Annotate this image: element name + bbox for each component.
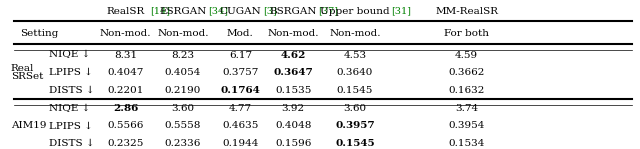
Text: 2.86: 2.86 [113, 104, 138, 113]
Text: 0.3954: 0.3954 [449, 121, 484, 130]
Text: 3.92: 3.92 [282, 104, 305, 113]
Text: [37]: [37] [318, 7, 338, 16]
Text: 4.62: 4.62 [280, 51, 306, 60]
Text: NIQE ↓: NIQE ↓ [49, 51, 90, 60]
Text: RealSR: RealSR [106, 7, 145, 16]
Text: Mod.: Mod. [227, 29, 253, 38]
Text: AIM19: AIM19 [11, 121, 47, 130]
Text: LPIPS ↓: LPIPS ↓ [49, 68, 93, 77]
Text: 0.2201: 0.2201 [108, 86, 144, 95]
Text: SRSet: SRSet [11, 72, 44, 82]
Text: [14]: [14] [150, 7, 170, 16]
Text: Upper bound: Upper bound [320, 7, 390, 16]
Text: 0.1545: 0.1545 [335, 139, 375, 148]
Text: 8.31: 8.31 [114, 51, 137, 60]
Text: 0.2325: 0.2325 [108, 139, 144, 148]
Text: LPIPS ↓: LPIPS ↓ [49, 121, 93, 130]
Text: Non-mod.: Non-mod. [268, 29, 319, 38]
Text: 0.3662: 0.3662 [449, 68, 484, 77]
Text: [31]: [31] [391, 7, 411, 16]
Text: 0.1545: 0.1545 [337, 86, 373, 95]
Text: 0.2190: 0.2190 [165, 86, 201, 95]
Text: CUGAN: CUGAN [220, 7, 261, 16]
Text: 3.60: 3.60 [344, 104, 367, 113]
Text: Non-mod.: Non-mod. [330, 29, 381, 38]
Text: NIQE ↓: NIQE ↓ [49, 104, 90, 113]
Text: 0.1944: 0.1944 [222, 139, 259, 148]
Text: [3]: [3] [263, 7, 276, 16]
Text: MM-RealSR: MM-RealSR [435, 7, 498, 16]
Text: 0.1632: 0.1632 [449, 86, 484, 95]
Text: BSRGAN: BSRGAN [269, 7, 317, 16]
Text: 0.3647: 0.3647 [273, 68, 313, 77]
Text: 4.77: 4.77 [228, 104, 252, 113]
Text: 0.2336: 0.2336 [165, 139, 201, 148]
Text: ESRGAN: ESRGAN [159, 7, 207, 16]
Text: 0.5566: 0.5566 [108, 121, 144, 130]
Text: 3.74: 3.74 [455, 104, 478, 113]
Text: 0.3757: 0.3757 [222, 68, 259, 77]
Text: 0.3640: 0.3640 [337, 68, 373, 77]
Text: 0.4635: 0.4635 [222, 121, 259, 130]
Text: 6.17: 6.17 [228, 51, 252, 60]
Text: 0.4047: 0.4047 [108, 68, 144, 77]
Text: 3.60: 3.60 [172, 104, 195, 113]
Text: 0.5558: 0.5558 [165, 121, 201, 130]
Text: 8.23: 8.23 [172, 51, 195, 60]
Text: 0.4054: 0.4054 [165, 68, 201, 77]
Text: Real: Real [11, 64, 35, 73]
Text: [34]: [34] [208, 7, 228, 16]
Text: DISTS ↓: DISTS ↓ [49, 139, 95, 148]
Text: 4.59: 4.59 [455, 51, 478, 60]
Text: 0.1596: 0.1596 [275, 139, 312, 148]
Text: DISTS ↓: DISTS ↓ [49, 86, 95, 95]
Text: Setting: Setting [20, 29, 59, 38]
Text: Non-mod.: Non-mod. [157, 29, 209, 38]
Text: 4.53: 4.53 [344, 51, 367, 60]
Text: 0.3957: 0.3957 [335, 121, 375, 130]
Text: For both: For both [444, 29, 489, 38]
Text: 0.1764: 0.1764 [220, 86, 260, 95]
Text: 0.1534: 0.1534 [449, 139, 484, 148]
Text: 0.4048: 0.4048 [275, 121, 312, 130]
Text: Non-mod.: Non-mod. [100, 29, 152, 38]
Text: 0.1535: 0.1535 [275, 86, 312, 95]
